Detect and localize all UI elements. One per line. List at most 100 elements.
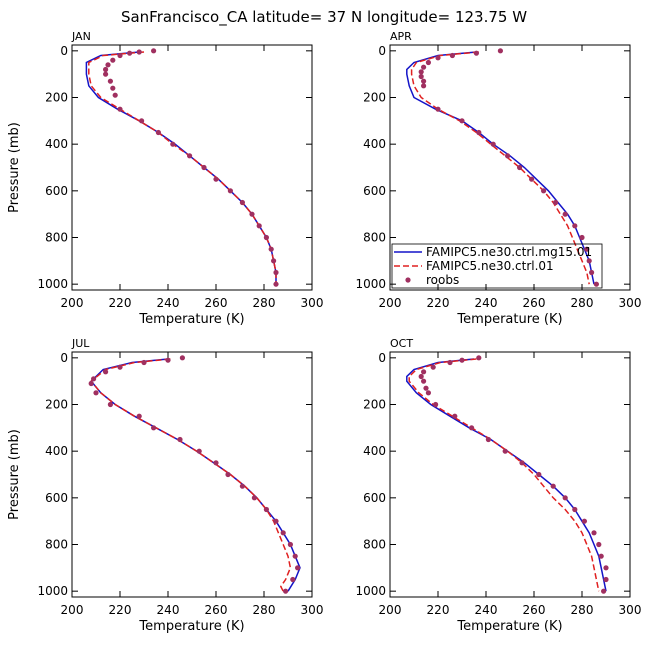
raob-point bbox=[213, 460, 219, 466]
raob-point bbox=[603, 565, 609, 571]
raob-point bbox=[435, 106, 441, 112]
raob-point bbox=[139, 118, 145, 124]
raob-point bbox=[423, 385, 429, 391]
x-tick-label: 200 bbox=[61, 296, 84, 310]
raob-point bbox=[433, 401, 439, 408]
raob-point bbox=[151, 48, 157, 54]
y-tick-label: 1000 bbox=[355, 277, 386, 291]
raob-point bbox=[263, 234, 269, 241]
raob-point bbox=[239, 483, 245, 489]
x-tick-label: 240 bbox=[475, 296, 498, 310]
raob-point bbox=[425, 59, 431, 66]
x-tick-label: 200 bbox=[379, 296, 402, 310]
x-tick-label: 200 bbox=[379, 603, 402, 617]
raob-point bbox=[271, 258, 277, 264]
raob-point bbox=[263, 506, 269, 513]
plot-frame bbox=[71, 351, 313, 598]
raob-point bbox=[117, 52, 123, 59]
raob-point bbox=[249, 211, 255, 217]
x-tick-label: 220 bbox=[109, 603, 132, 617]
raob-point bbox=[201, 164, 207, 171]
raob-point bbox=[553, 199, 559, 206]
raob-point bbox=[110, 57, 116, 63]
raob-point bbox=[452, 413, 458, 419]
y-axis-label: Pressure (mb) bbox=[7, 429, 22, 520]
panel-title: APR bbox=[390, 30, 412, 43]
raob-point bbox=[273, 518, 279, 524]
raob-point bbox=[529, 176, 535, 182]
raob-point bbox=[447, 359, 453, 366]
raob-point bbox=[476, 355, 482, 361]
raob-point bbox=[473, 50, 479, 56]
raob-point bbox=[497, 48, 503, 54]
raob-point bbox=[459, 118, 465, 124]
y-tick-label: 800 bbox=[45, 231, 68, 245]
raob-point bbox=[579, 234, 585, 241]
raob-point bbox=[490, 141, 496, 147]
x-axis-label: Temperature (K) bbox=[456, 619, 562, 634]
profile-line bbox=[406, 358, 607, 592]
raob-point bbox=[596, 541, 602, 548]
legend-label: FAMIPC5.ne30.ctrl.01 bbox=[426, 259, 554, 273]
profile-line bbox=[408, 358, 600, 592]
raob-point bbox=[476, 129, 482, 136]
raob-point bbox=[88, 380, 94, 387]
raob-point bbox=[273, 269, 279, 276]
raob-point bbox=[187, 153, 193, 159]
raob-point bbox=[177, 436, 183, 443]
x-tick-label: 240 bbox=[475, 603, 498, 617]
y-tick-label: 800 bbox=[363, 538, 386, 552]
raob-point bbox=[213, 176, 219, 182]
raob-point bbox=[421, 64, 427, 70]
x-tick-label: 200 bbox=[61, 603, 84, 617]
y-tick-label: 400 bbox=[363, 444, 386, 458]
raob-point bbox=[581, 518, 588, 524]
y-tick-label: 600 bbox=[45, 491, 68, 505]
raob-point bbox=[107, 401, 113, 408]
y-tick-label: 1000 bbox=[355, 584, 386, 598]
raob-point bbox=[141, 359, 147, 366]
raob-point bbox=[418, 69, 424, 75]
profile-line bbox=[90, 358, 301, 592]
y-tick-label: 600 bbox=[363, 491, 386, 505]
x-axis-label: Temperature (K) bbox=[138, 312, 244, 327]
x-tick-label: 220 bbox=[427, 296, 450, 310]
y-tick-label: 0 bbox=[60, 44, 68, 58]
legend-box bbox=[391, 243, 603, 289]
raob-point bbox=[179, 355, 185, 361]
raob-point bbox=[584, 246, 590, 252]
raob-point bbox=[196, 448, 202, 454]
raob-point bbox=[280, 530, 286, 536]
raob-point bbox=[155, 129, 161, 136]
raob-point bbox=[107, 78, 113, 84]
x-tick-label: 300 bbox=[301, 603, 324, 617]
x-tick-label: 300 bbox=[619, 603, 642, 617]
y-tick-label: 1000 bbox=[37, 584, 68, 598]
raob-point bbox=[603, 576, 609, 583]
x-tick-label: 220 bbox=[109, 296, 132, 310]
raob-point bbox=[421, 378, 427, 384]
raob-point bbox=[251, 495, 257, 501]
profile-line bbox=[90, 358, 292, 592]
x-tick-label: 240 bbox=[157, 603, 180, 617]
raob-point bbox=[485, 436, 491, 443]
x-axis-label: Temperature (K) bbox=[138, 619, 244, 634]
raob-point bbox=[292, 553, 298, 559]
raob-point bbox=[151, 425, 157, 431]
y-tick-label: 200 bbox=[363, 91, 386, 105]
raob-point bbox=[572, 223, 578, 229]
raob-point bbox=[593, 281, 600, 287]
raob-point bbox=[295, 565, 301, 571]
raob-point bbox=[435, 55, 441, 61]
raob-point bbox=[541, 188, 547, 194]
y-tick-label: 400 bbox=[45, 137, 68, 151]
panel-title: JAN bbox=[71, 30, 91, 43]
raob-point bbox=[103, 66, 109, 73]
raob-point bbox=[449, 52, 455, 59]
legend-label: FAMIPC5.ne30.ctrl.mg15.01 bbox=[426, 245, 592, 259]
y-tick-label: 200 bbox=[363, 398, 386, 412]
y-tick-label: 400 bbox=[363, 137, 386, 151]
y-tick-label: 0 bbox=[60, 351, 68, 365]
x-tick-label: 300 bbox=[619, 296, 642, 310]
raob-point bbox=[239, 199, 245, 206]
